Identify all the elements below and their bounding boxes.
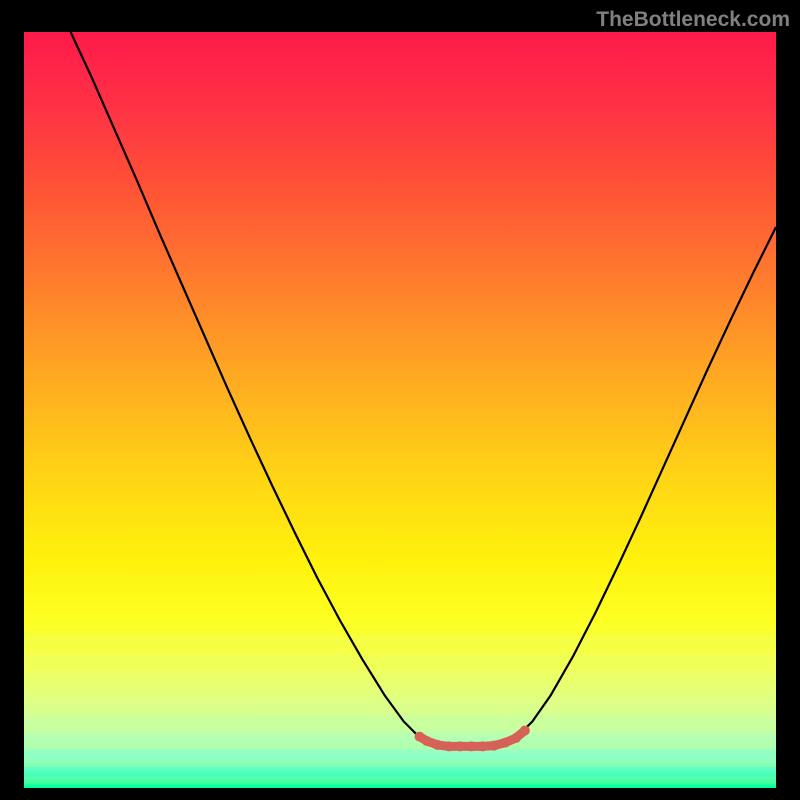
valley-highlight-node: [511, 733, 521, 743]
valley-highlight-node: [489, 741, 499, 751]
valley-highlight-node: [422, 736, 432, 746]
band-line: [24, 689, 776, 697]
band-line: [24, 724, 776, 732]
band-line: [24, 637, 776, 645]
band-line: [24, 742, 776, 750]
valley-highlight-node: [520, 726, 530, 736]
chart-svg: [24, 32, 776, 788]
band-line: [24, 654, 776, 662]
valley-highlight-node: [444, 741, 454, 751]
valley-highlight-node: [466, 741, 476, 751]
band-line: [24, 759, 776, 767]
chart-container: TheBottleneck.com: [0, 0, 800, 800]
band-line: [24, 777, 776, 785]
valley-highlight-node: [455, 741, 465, 751]
band-line: [24, 672, 776, 680]
valley-highlight-node: [433, 740, 443, 750]
valley-highlight-node: [500, 738, 510, 748]
chart-plot-area: [24, 32, 776, 788]
band-line: [24, 707, 776, 715]
watermark-label: TheBottleneck.com: [596, 8, 790, 32]
valley-highlight-node: [478, 741, 488, 751]
